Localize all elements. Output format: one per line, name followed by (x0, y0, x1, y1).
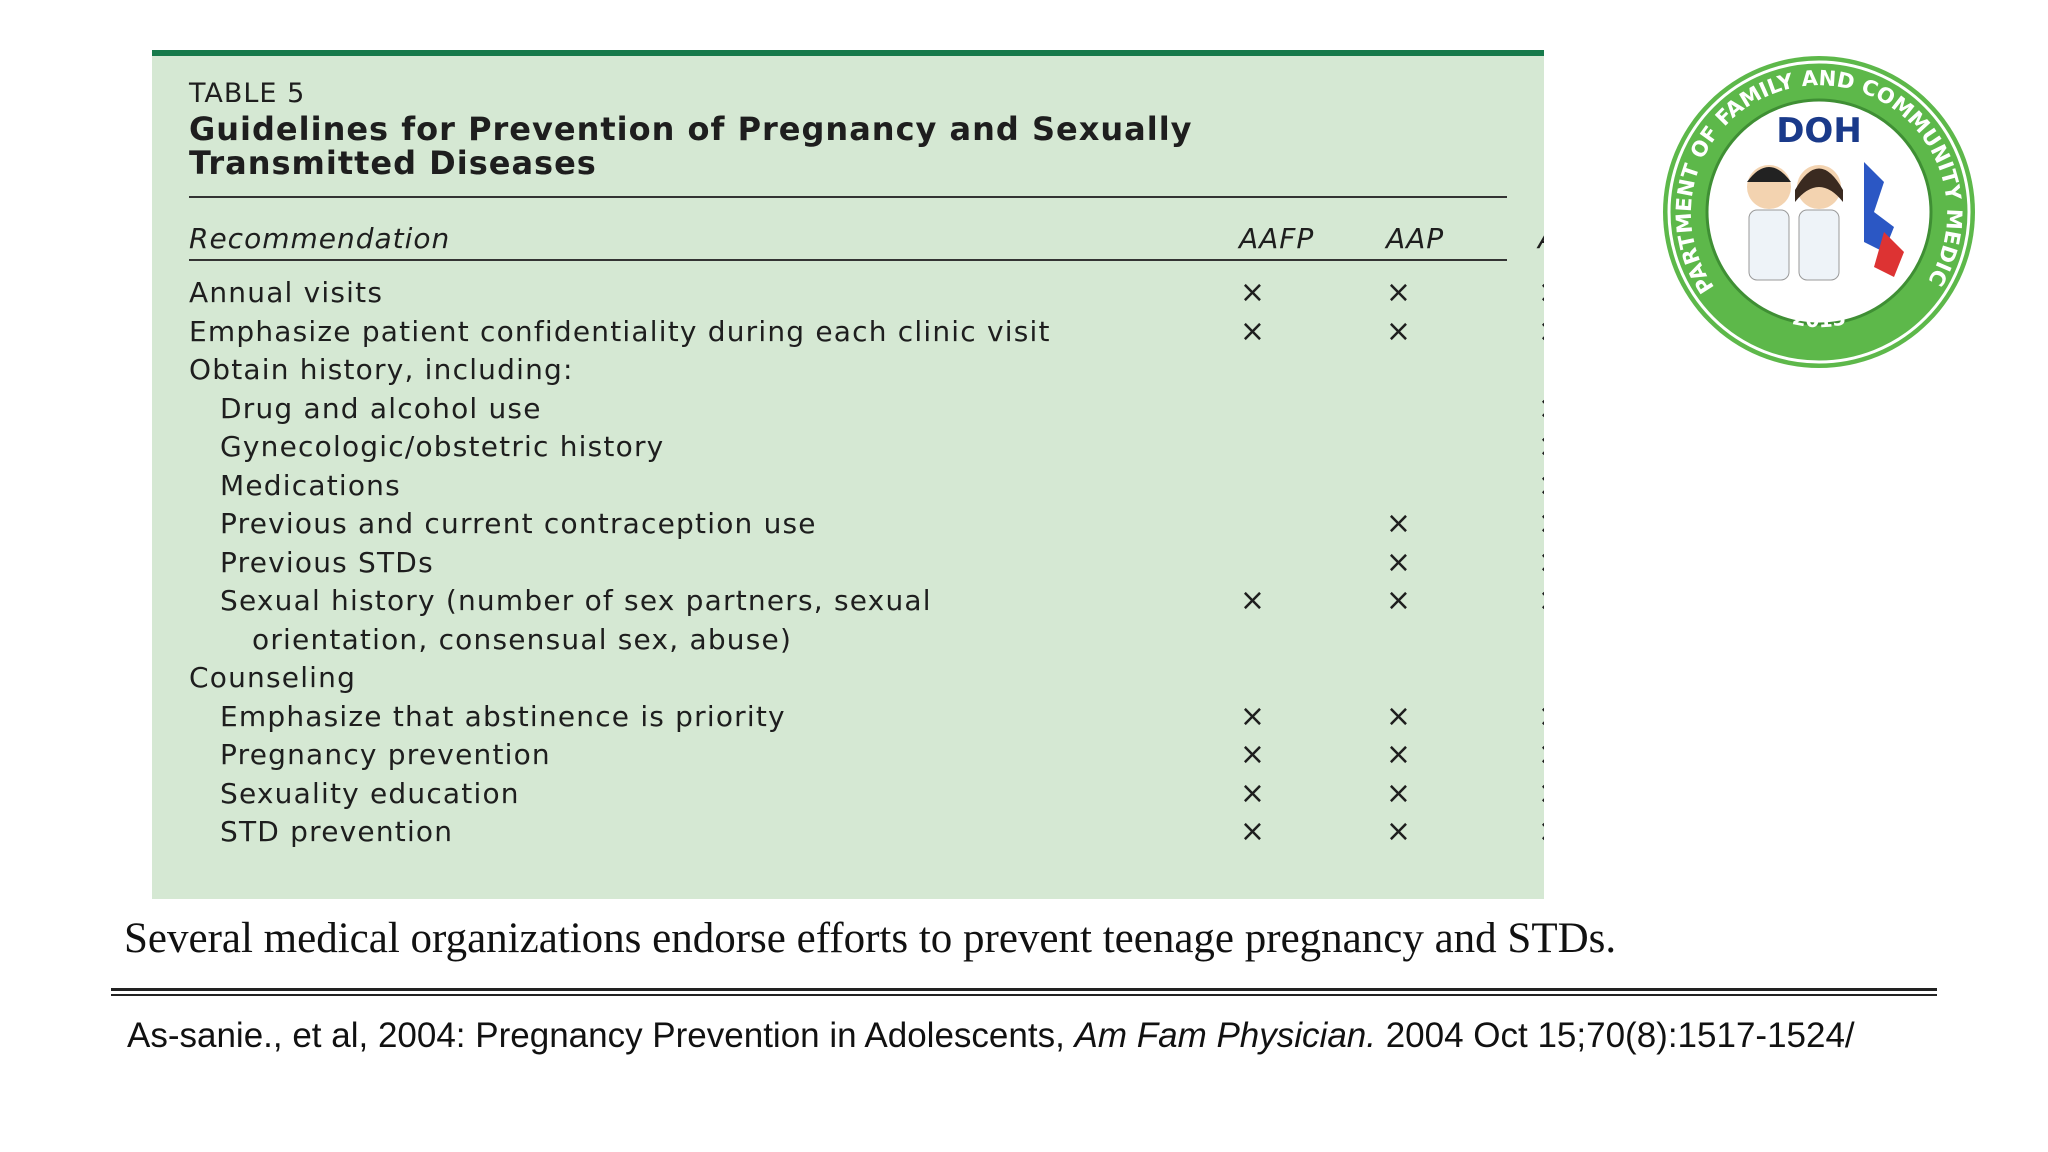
column-header: AAFP (1239, 222, 1315, 255)
rule (189, 259, 1507, 261)
check-mark: × (1531, 544, 1544, 583)
check-mark: × (1531, 390, 1544, 429)
table-row: Medications × (189, 467, 1544, 506)
check-mark: × (1385, 544, 1413, 580)
check-mark: × (1239, 583, 1267, 618)
check-mark: × (1385, 275, 1413, 310)
row-label: Medications (220, 468, 401, 502)
check-mark: × (1385, 583, 1413, 618)
check-mark: × (1385, 737, 1413, 772)
column-header: AAP (1386, 222, 1445, 255)
row-label: Counseling (189, 661, 357, 694)
row-label: Pregnancy prevention (220, 738, 551, 771)
row-label: Emphasize that abstinence is priority (220, 699, 786, 733)
check-mark: × (1385, 313, 1413, 349)
check-mark: × (1239, 698, 1267, 734)
table-body: Annual visits×××Emphasize patient confid… (189, 274, 1544, 852)
check-mark: × (1531, 736, 1544, 775)
check-mark: × (1239, 814, 1267, 849)
table-panel: TABLE 5 Guidelines for Prevention of Pre… (152, 50, 1544, 899)
citation-text: 2004 Oct 15;70(8):1517-1524/ (1375, 1016, 1855, 1055)
logo-center (1705, 98, 1933, 326)
logo-doh: DOH (1776, 111, 1862, 151)
row-label: Previous and current contraception use (220, 507, 817, 540)
check-mark: × (1531, 582, 1544, 621)
table-row: Sexual history (number of sex partners, … (189, 582, 1544, 659)
table-row: Emphasize that abstinence is priority × × × (189, 698, 1544, 737)
row-label: Annual visits (189, 276, 384, 309)
column-header: Recommendation (189, 222, 451, 255)
check-mark: × (1531, 698, 1544, 737)
table-row: Emphasize patient confidentiality during… (189, 313, 1544, 352)
row-label: Obtain history, including: (189, 353, 574, 386)
rule (189, 196, 1507, 198)
logo-ring (1667, 60, 1971, 364)
rule (111, 988, 1937, 991)
table-title: Guidelines for Prevention of Pregnancy a… (189, 110, 1193, 182)
check-mark: × (1531, 813, 1544, 852)
check-mark: × (1385, 506, 1413, 541)
check-mark: × (1385, 814, 1413, 849)
table-row: Annual visits × × × (189, 274, 1544, 313)
check-mark: × (1531, 505, 1544, 544)
check-mark: × (1239, 275, 1267, 310)
check-mark: × (1531, 467, 1544, 506)
check-mark: × (1531, 274, 1544, 313)
table-header: Recommendation AAFP AAP AMA (189, 222, 1544, 260)
check-mark: × (1239, 737, 1267, 772)
table-row: Counseling (189, 659, 1507, 698)
check-mark: × (1531, 313, 1544, 352)
check-mark: × (1385, 775, 1413, 811)
check-mark: × (1239, 313, 1267, 349)
row-label: STD prevention (220, 815, 454, 848)
table-row: STD prevention × × × (189, 813, 1544, 852)
table-label: TABLE 5 (189, 78, 306, 109)
table-row: Drug and alcohol use × (189, 390, 1544, 429)
rule (111, 994, 1937, 996)
logo: DEPARTMENT OF FAMILY AND COMMUNITY MEDIC… (1659, 52, 1975, 368)
row-label: Previous STDs (220, 545, 434, 579)
table-row: Pregnancy prevention × × × (189, 736, 1544, 775)
table-row: Previous STDs × × (189, 544, 1544, 583)
row-label: Gynecologic/obstetric history (220, 430, 665, 463)
citation: As-sanie., et al, 2004: Pregnancy Preven… (127, 1016, 1855, 1056)
caption: Several medical organizations endorse ef… (124, 915, 1617, 962)
citation-text: As-sanie., et al, 2004: Pregnancy Preven… (127, 1016, 1075, 1055)
logo-figures (1747, 162, 1904, 281)
check-mark: × (1239, 775, 1267, 811)
table-row: Obtain history, including: (189, 351, 1507, 390)
table-row: Previous and current contraception use × × (189, 505, 1544, 544)
table-row: Sexuality education × × × (189, 775, 1544, 814)
row-label: Sexual history (number of sex partners, … (220, 584, 932, 656)
row-label: Emphasize patient confidentiality during… (189, 314, 1051, 348)
check-mark: × (1531, 775, 1544, 814)
check-mark: × (1531, 428, 1544, 467)
table-row: Gynecologic/obstetric history × (189, 428, 1544, 467)
row-label: Drug and alcohol use (220, 391, 542, 425)
row-label: Sexuality education (220, 776, 520, 810)
column-header: AMA (1538, 222, 1544, 255)
journal: Am Fam Physician. (1074, 1016, 1376, 1055)
check-mark: × (1385, 698, 1413, 734)
